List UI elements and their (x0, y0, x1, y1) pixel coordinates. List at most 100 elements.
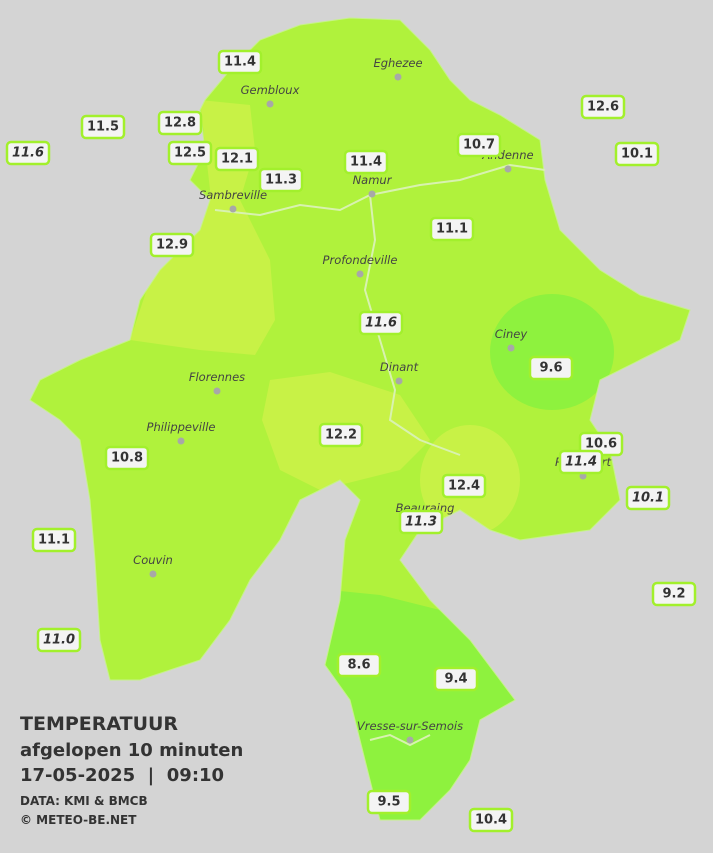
station: 10.1 (614, 141, 660, 167)
town-dot (213, 387, 221, 395)
station-box (149, 232, 195, 258)
station-value: 10.6 (585, 437, 617, 452)
cool-zone (490, 294, 614, 410)
town-name: Florennes (189, 370, 245, 384)
town-name: Sambreville (199, 188, 267, 202)
town-dot (149, 570, 157, 578)
station-value: 8.6 (347, 658, 370, 673)
town-dot (266, 100, 274, 108)
station-value: 12.2 (325, 428, 357, 443)
town-name: Gembloux (241, 83, 300, 97)
station: 11.6 (358, 310, 404, 336)
station: 12.9 (149, 232, 195, 258)
station-value: 9.4 (444, 672, 467, 687)
town-dot (395, 377, 403, 385)
subtitle: afgelopen 10 minuten (20, 740, 243, 761)
town-name: Profondeville (323, 253, 398, 267)
station-value: 12.6 (587, 100, 619, 115)
station-box (358, 310, 404, 336)
town-dot (504, 165, 512, 173)
station: 10.7 (456, 132, 502, 158)
station: 10.1 (625, 485, 671, 511)
station-box (214, 146, 260, 172)
station-box (441, 473, 487, 499)
town-dot (368, 190, 376, 198)
station: 11.6 (5, 140, 51, 166)
station-box (157, 110, 203, 136)
station-value: 11.3 (405, 515, 437, 530)
station-value: 12.1 (221, 152, 253, 167)
station-box (528, 355, 574, 381)
town-name: Vresse-sur-Semois (357, 719, 463, 733)
station-value: 9.6 (539, 361, 562, 376)
station: 12.1 (214, 146, 260, 172)
station: 9.4 (433, 666, 479, 692)
station-box (558, 449, 604, 475)
station-box (104, 445, 150, 471)
town-dot (356, 270, 364, 278)
town-name: Dinant (380, 360, 419, 374)
station-box (36, 627, 82, 653)
station-value: 11.4 (224, 55, 256, 70)
station: 11.3 (398, 509, 444, 535)
station: 9.2 (651, 581, 697, 607)
station-value: 11.6 (365, 316, 397, 331)
station-value: 12.8 (164, 116, 196, 131)
station-box (31, 527, 77, 553)
station: 8.6 (336, 652, 382, 678)
cool-zone (320, 590, 520, 820)
station: 11.3 (258, 167, 304, 193)
station-box (80, 114, 126, 140)
station-box (366, 789, 412, 815)
station-box (614, 141, 660, 167)
station-value: 10.1 (632, 491, 664, 506)
station-value: 12.5 (174, 146, 206, 161)
title: TEMPERATUUR (20, 713, 178, 735)
station-box (336, 652, 382, 678)
station-value: 11.1 (436, 222, 468, 237)
station-box (217, 49, 263, 75)
town-name: Eghezee (373, 56, 422, 70)
datetime: 17-05-2025 | 09:10 (20, 765, 224, 786)
station: 11.1 (429, 216, 475, 242)
station-value: 11.6 (12, 146, 44, 161)
station-box (625, 485, 671, 511)
town-dot (394, 73, 402, 81)
station-value: 12.9 (156, 238, 188, 253)
station-box (318, 422, 364, 448)
station: 11.4 (558, 449, 604, 475)
station-box (258, 167, 304, 193)
station-box (580, 94, 626, 120)
station-box (651, 581, 697, 607)
station: 12.2 (318, 422, 364, 448)
station-value: 9.5 (377, 795, 400, 810)
town-dot (406, 736, 414, 744)
station-value: 11.5 (87, 120, 119, 135)
credit: © METEO-BE.NET (20, 813, 137, 827)
warm-zone (130, 100, 275, 355)
station-value: 11.0 (43, 633, 75, 648)
station-value: 10.1 (621, 147, 653, 162)
station-value: 11.3 (265, 173, 297, 188)
station: 9.6 (528, 355, 574, 381)
station-box (468, 807, 514, 833)
station-box (343, 149, 389, 175)
town-name: Ciney (495, 327, 528, 341)
towns: EghezeeGemblouxAndenneNamurSambrevillePr… (133, 56, 612, 744)
station-value: 11.4 (350, 155, 382, 170)
station: 12.8 (157, 110, 203, 136)
station: 12.6 (580, 94, 626, 120)
station-box (429, 216, 475, 242)
station: 11.4 (343, 149, 389, 175)
station: 10.4 (468, 807, 514, 833)
town-name: Namur (353, 173, 393, 187)
town-name: Philippeville (147, 420, 216, 434)
station-box (456, 132, 502, 158)
station: 11.1 (31, 527, 77, 553)
station-value: 10.4 (475, 813, 507, 828)
station-box (433, 666, 479, 692)
station-value: 10.8 (111, 451, 143, 466)
station-value: 9.2 (662, 587, 685, 602)
station: 11.5 (80, 114, 126, 140)
